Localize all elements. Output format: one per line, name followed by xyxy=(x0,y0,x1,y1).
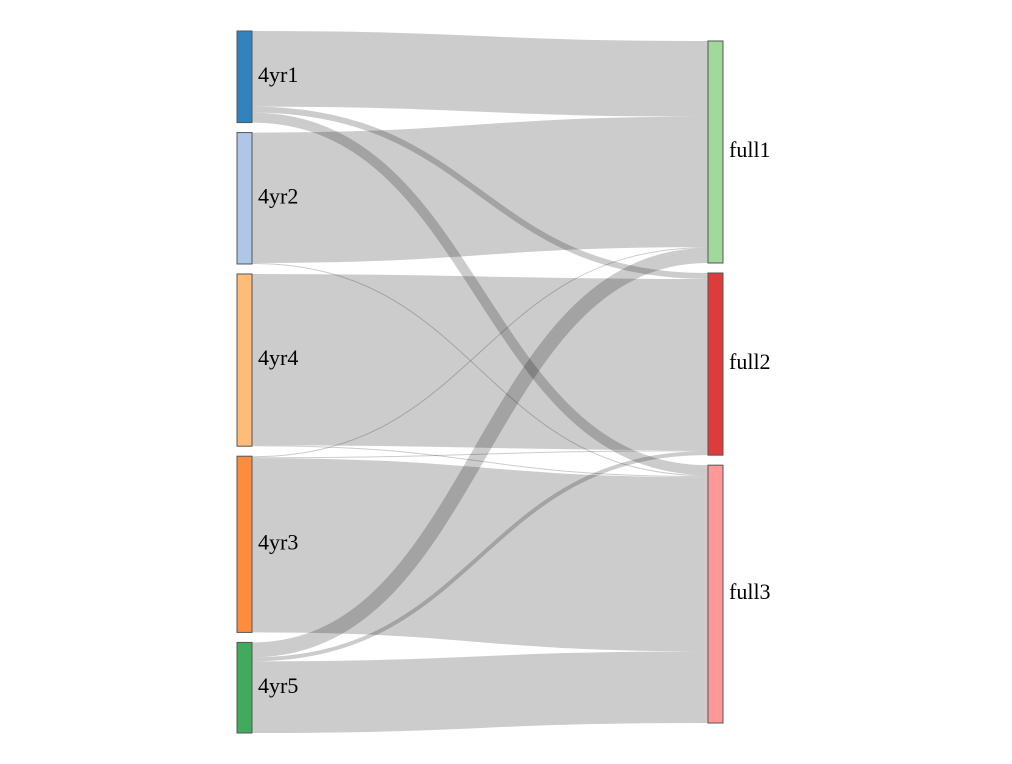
link-4yr5-full3 xyxy=(251,651,709,733)
link-4yr2-full3 xyxy=(251,262,709,477)
link-4yr4-full3 xyxy=(251,445,709,478)
node-label-4yr1: 4yr1 xyxy=(258,62,298,87)
node-label-full2: full2 xyxy=(729,349,771,374)
link-4yr3-full3 xyxy=(251,458,709,652)
sankey-nodes: 4yr1 4yr2 4yr4 4yr3 4yr5 full1 full2 full3 xyxy=(236,30,771,734)
node-4yr2 xyxy=(236,132,253,265)
link-4yr2-full1 xyxy=(251,116,709,263)
node-label-4yr4: 4yr4 xyxy=(258,345,298,370)
link-4yr3-full1 xyxy=(251,247,709,458)
sankey-links xyxy=(251,31,709,733)
node-label-full1: full1 xyxy=(729,137,771,162)
node-full2 xyxy=(707,272,724,456)
node-full3 xyxy=(707,464,724,724)
node-full1 xyxy=(707,40,724,264)
node-label-4yr2: 4yr2 xyxy=(258,183,298,208)
node-label-4yr3: 4yr3 xyxy=(258,529,298,554)
link-4yr1-full1 xyxy=(251,31,709,117)
node-4yr3 xyxy=(236,455,253,633)
node-label-full3: full3 xyxy=(729,579,771,604)
link-4yr4-full2 xyxy=(251,273,709,451)
node-4yr5 xyxy=(236,641,253,734)
link-4yr1-full2 xyxy=(251,106,709,279)
link-4yr3-full2 xyxy=(251,450,709,459)
link-4yr1-full3 xyxy=(251,112,709,476)
link-4yr5-full2 xyxy=(251,451,709,662)
node-4yr1 xyxy=(236,30,253,124)
link-4yr5-full1 xyxy=(251,248,709,658)
node-4yr4 xyxy=(236,273,253,447)
node-label-4yr5: 4yr5 xyxy=(258,673,298,698)
